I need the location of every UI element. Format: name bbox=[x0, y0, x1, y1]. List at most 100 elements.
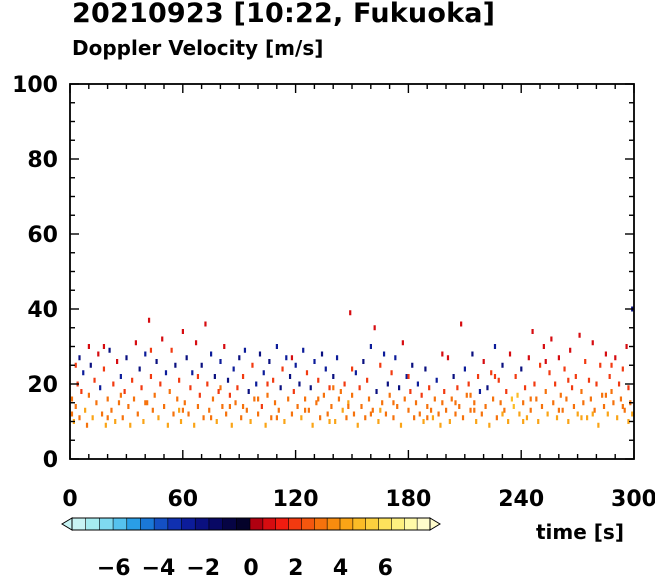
colorbar-segment bbox=[85, 518, 100, 530]
data-point bbox=[540, 404, 544, 409]
data-point bbox=[554, 381, 557, 387]
data-point bbox=[441, 351, 444, 357]
data-point bbox=[78, 415, 81, 421]
data-point bbox=[161, 336, 164, 342]
data-point bbox=[339, 389, 342, 394]
data-point bbox=[330, 404, 333, 409]
data-point bbox=[589, 396, 592, 402]
data-point bbox=[369, 411, 372, 417]
data-point bbox=[187, 411, 190, 417]
chart-title: 20210923 [10:22, Fukuoka] bbox=[72, 0, 496, 29]
data-point bbox=[454, 400, 457, 406]
data-point bbox=[602, 404, 606, 409]
data-point bbox=[557, 407, 560, 413]
data-point bbox=[473, 400, 476, 406]
data-point bbox=[347, 404, 350, 409]
data-point bbox=[591, 340, 594, 346]
data-point bbox=[631, 411, 634, 417]
data-point bbox=[129, 422, 132, 428]
colorbar-segment bbox=[391, 518, 405, 530]
data-point bbox=[193, 422, 196, 428]
data-point bbox=[507, 419, 510, 424]
data-point bbox=[300, 415, 303, 421]
data-point bbox=[606, 411, 609, 417]
data-point bbox=[309, 385, 312, 391]
x-axis-label: time [s] bbox=[536, 520, 624, 544]
data-point bbox=[134, 340, 137, 346]
colorbar-segment bbox=[113, 518, 128, 530]
data-point bbox=[604, 351, 607, 357]
x-tick-label: 180 bbox=[385, 487, 431, 512]
data-point bbox=[561, 407, 564, 413]
data-point bbox=[97, 351, 100, 357]
data-point bbox=[149, 374, 153, 379]
colorbar-min-arrow bbox=[61, 517, 73, 531]
data-point bbox=[516, 392, 519, 398]
data-point bbox=[196, 374, 200, 379]
data-point bbox=[591, 411, 594, 417]
data-point bbox=[322, 392, 325, 398]
data-point bbox=[136, 411, 139, 417]
data-point bbox=[125, 355, 128, 361]
data-point bbox=[443, 389, 446, 394]
data-point bbox=[458, 404, 461, 409]
data-point bbox=[119, 374, 122, 379]
data-point bbox=[373, 325, 376, 331]
data-point bbox=[396, 404, 399, 409]
colorbar bbox=[61, 517, 441, 531]
data-point bbox=[492, 396, 495, 402]
colorbar-segment bbox=[250, 518, 264, 530]
colorbar-segment bbox=[222, 518, 237, 530]
data-point bbox=[382, 351, 386, 357]
data-point bbox=[354, 370, 357, 376]
data-point bbox=[238, 355, 241, 361]
data-point bbox=[74, 362, 77, 368]
data-point bbox=[324, 366, 327, 372]
data-point bbox=[106, 415, 109, 421]
data-point bbox=[317, 396, 320, 402]
data-point bbox=[499, 400, 502, 406]
data-point bbox=[510, 396, 513, 402]
colorbar-segment bbox=[352, 518, 367, 530]
data-point bbox=[582, 400, 585, 406]
data-point bbox=[497, 377, 500, 383]
data-point bbox=[287, 396, 290, 402]
colorbar-segment bbox=[288, 518, 302, 530]
data-point bbox=[179, 419, 183, 424]
data-point bbox=[621, 404, 624, 409]
data-point bbox=[87, 392, 90, 398]
data-point bbox=[617, 381, 621, 387]
data-point bbox=[570, 385, 574, 391]
colorbar-segment bbox=[195, 518, 210, 530]
data-point bbox=[388, 392, 391, 398]
colorbar-segment bbox=[126, 518, 141, 530]
data-point bbox=[482, 359, 485, 364]
data-point bbox=[334, 419, 337, 424]
data-point bbox=[181, 407, 184, 413]
data-point bbox=[501, 362, 504, 368]
data-point bbox=[493, 374, 497, 379]
data-point bbox=[78, 355, 81, 361]
data-point bbox=[484, 404, 487, 409]
data-point bbox=[369, 344, 372, 349]
data-point bbox=[123, 389, 126, 394]
data-point bbox=[155, 359, 158, 364]
data-point bbox=[146, 400, 149, 406]
data-point bbox=[140, 385, 143, 391]
data-point bbox=[520, 366, 523, 372]
data-point bbox=[493, 344, 497, 349]
data-point bbox=[386, 381, 389, 387]
data-point bbox=[467, 381, 470, 387]
data-point bbox=[221, 404, 224, 409]
data-point bbox=[612, 400, 615, 406]
data-point bbox=[495, 415, 498, 421]
data-point bbox=[527, 355, 530, 361]
data-points bbox=[70, 306, 634, 428]
data-point bbox=[377, 419, 380, 424]
data-point bbox=[371, 407, 374, 413]
data-point bbox=[106, 396, 109, 402]
data-point bbox=[337, 396, 341, 402]
data-point bbox=[580, 389, 583, 394]
data-point bbox=[411, 362, 414, 368]
data-point bbox=[403, 396, 406, 402]
